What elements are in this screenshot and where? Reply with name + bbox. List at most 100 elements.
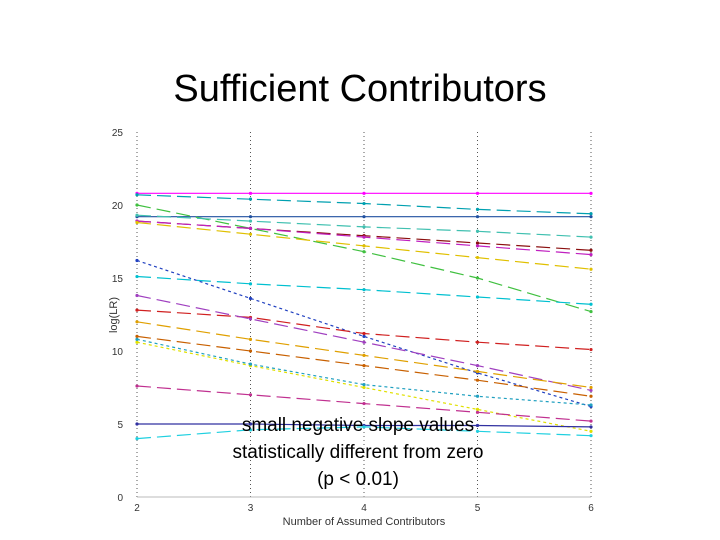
x-tick-label-4: 4 (361, 503, 367, 514)
data-point-s1-x3 (248, 191, 253, 195)
data-point-s10-x3 (248, 296, 253, 301)
data-point-s7-x5 (475, 244, 480, 248)
data-point-s2-x4 (362, 201, 366, 206)
x-tick-label-2: 2 (134, 503, 140, 514)
data-point-s11-x2 (135, 308, 139, 312)
data-point-s8-x2 (135, 220, 139, 225)
data-point-s10-x2 (135, 258, 139, 263)
data-point-s2-x2 (135, 193, 139, 197)
annotation-line-3: (p < 0.01) (317, 469, 399, 490)
data-point-s13-x5 (475, 369, 480, 374)
data-point-s16-x2 (135, 384, 139, 388)
data-point-s1-x6 (589, 191, 593, 195)
data-point-s9-x5 (475, 295, 480, 299)
data-point-s17-x4 (362, 382, 366, 387)
data-point-s14-x5 (475, 378, 480, 382)
data-point-s16-x6 (589, 419, 593, 423)
data-point-s17-x5 (475, 394, 480, 398)
data-point-s12-x5 (475, 364, 480, 368)
data-point-s7-x6 (589, 253, 593, 257)
data-point-s19-x5 (475, 429, 480, 433)
data-point-s5-x4 (362, 225, 366, 229)
data-point-s12-x6 (589, 388, 593, 393)
data-point-s19-x2 (135, 437, 139, 441)
data-point-s13-x2 (135, 320, 139, 324)
data-point-s11-x5 (475, 340, 480, 344)
data-point-s5-x2 (135, 213, 139, 217)
data-point-s3-x4 (362, 215, 366, 219)
data-point-s1-x5 (475, 191, 480, 195)
data-point-s16-x5 (475, 410, 480, 414)
series-lines (135, 191, 593, 441)
data-point-s12-x2 (135, 293, 139, 298)
data-point-s8-x6 (589, 267, 593, 271)
data-point-s13-x4 (362, 353, 366, 357)
x-axis-label: Number of Assumed Contributors (283, 516, 446, 528)
data-point-s18-x5 (475, 423, 480, 428)
y-tick-label-15: 15 (112, 274, 124, 285)
series-line-s15 (136, 341, 592, 432)
data-point-s4-x5 (475, 276, 480, 280)
data-point-s8-x4 (362, 244, 366, 248)
data-point-s18-x3 (248, 422, 253, 426)
data-point-s12-x4 (362, 340, 366, 344)
data-point-s16-x4 (362, 401, 366, 406)
series-line-s10 (136, 259, 592, 408)
x-tick-label-3: 3 (248, 503, 254, 514)
x-tick-label-5: 5 (475, 503, 481, 514)
y-axis-label: log(LR) (108, 297, 120, 333)
slide-title: Sufficient Contributors (173, 68, 547, 110)
data-point-s8-x5 (475, 255, 480, 260)
y-tick-label-25: 25 (112, 128, 124, 139)
annotation-line-2: statistically different from zero (232, 442, 484, 463)
y-tick-label-5: 5 (117, 420, 123, 431)
data-point-s10-x4 (362, 334, 366, 338)
data-point-s9-x3 (248, 282, 253, 286)
data-point-s14-x2 (135, 334, 139, 338)
data-point-s4-x2 (135, 203, 139, 207)
data-point-s19-x4 (362, 425, 366, 429)
data-point-s9-x6 (589, 302, 593, 306)
data-point-s15-x5 (475, 407, 480, 411)
data-point-s18-x2 (135, 422, 139, 426)
tick-labels: 2 3 4 5 6 0 5 10 15 20 25 (112, 128, 594, 514)
data-point-s2-x6 (589, 212, 593, 216)
annotation-line-1: small negative slope values (241, 415, 475, 436)
data-point-s19-x3 (248, 428, 253, 432)
y-tick-label-20: 20 (112, 201, 124, 212)
data-point-s3-x6 (589, 215, 593, 219)
data-point-s1-x4 (362, 191, 366, 195)
annotation-text: small negative slope values statisticall… (180, 412, 536, 493)
data-point-s6-x6 (589, 248, 593, 252)
data-point-s5-x6 (589, 235, 593, 239)
data-point-s9-x4 (362, 288, 366, 292)
data-point-s12-x3 (248, 317, 253, 321)
data-point-s2-x5 (475, 207, 480, 211)
x-tick-label-6: 6 (588, 503, 594, 514)
data-point-s19-x6 (589, 434, 593, 438)
data-point-s9-x2 (135, 274, 139, 279)
data-point-s14-x4 (362, 364, 366, 368)
data-point-s5-x5 (475, 229, 480, 233)
data-point-s6-x5 (475, 241, 480, 245)
data-point-s15-x6 (589, 429, 593, 433)
data-point-s14-x6 (589, 394, 593, 398)
data-point-s2-x3 (248, 197, 253, 201)
data-point-s17-x2 (135, 337, 139, 341)
data-point-s4-x6 (589, 309, 593, 314)
data-point-s15-x4 (362, 385, 366, 390)
data-point-s8-x3 (248, 232, 253, 236)
data-point-s17-x6 (589, 403, 593, 407)
data-point-s3-x5 (475, 215, 480, 219)
y-tick-label-0: 0 (117, 493, 123, 504)
data-point-s18-x6 (589, 425, 593, 429)
data-point-s3-x3 (248, 215, 253, 219)
data-point-s16-x3 (248, 393, 253, 397)
data-point-s14-x3 (248, 349, 253, 353)
data-point-s13-x3 (248, 337, 253, 341)
data-point-s11-x4 (362, 331, 366, 336)
data-point-s7-x3 (248, 226, 253, 230)
data-point-s17-x3 (248, 362, 253, 366)
data-point-s5-x3 (248, 219, 253, 223)
